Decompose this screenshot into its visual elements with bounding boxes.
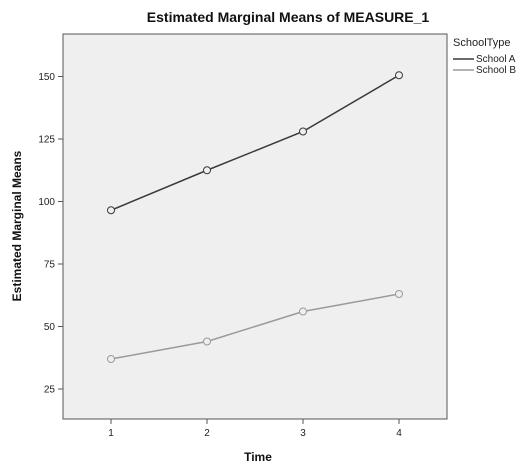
- series-line-2: [110, 293, 400, 360]
- legend-title: SchoolType: [453, 37, 510, 49]
- y-axis-title: Estimated Marginal Means: [10, 150, 24, 301]
- legend-label-2: School B: [476, 65, 516, 76]
- x-tick-label: 4: [396, 428, 402, 439]
- series-1-point: [107, 206, 115, 215]
- y-tick-label: 100: [38, 197, 55, 208]
- series-1-point: [395, 71, 403, 80]
- plot-area: [62, 33, 448, 420]
- series-line-1: [110, 74, 400, 211]
- x-tick-label: 2: [204, 428, 210, 439]
- x-axis-title: Time: [244, 450, 272, 464]
- series-2-point: [203, 337, 211, 346]
- y-tick-label: 125: [38, 135, 55, 146]
- y-tick-label: 25: [44, 385, 56, 396]
- x-axis-ticks: 1 2 3 4: [108, 419, 402, 439]
- y-axis-ticks: 25 50 75 100 125 150: [38, 72, 63, 396]
- series-2-point: [299, 307, 307, 316]
- y-tick-label: 150: [38, 72, 55, 83]
- y-tick-label: 75: [44, 260, 56, 271]
- x-tick-label: 3: [300, 428, 306, 439]
- legend-label-1: School A: [476, 54, 516, 65]
- y-tick-label: 50: [44, 322, 56, 333]
- chart-title: Estimated Marginal Means of MEASURE_1: [147, 9, 430, 25]
- series-layer: [107, 71, 403, 363]
- series-1-point: [203, 166, 211, 175]
- x-tick-label: 1: [108, 428, 114, 439]
- series-2-point: [395, 290, 403, 298]
- series-2-point: [107, 355, 115, 363]
- series-1-point: [299, 127, 307, 136]
